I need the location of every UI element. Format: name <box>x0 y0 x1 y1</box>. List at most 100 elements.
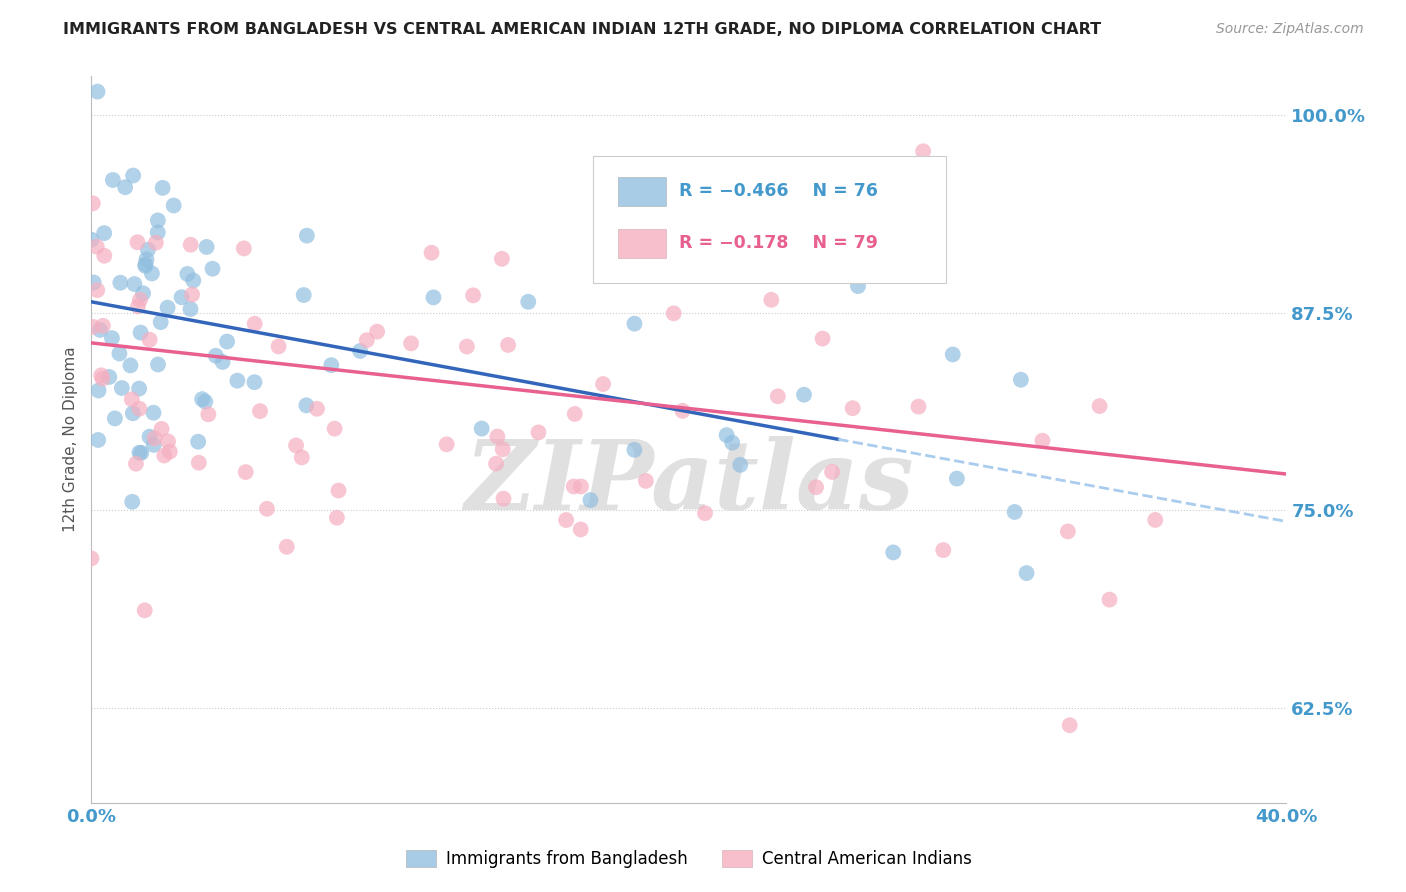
Point <box>456 339 478 353</box>
Point <box>136 243 159 257</box>
Point <box>101 331 124 345</box>
Point <box>143 431 166 445</box>
Point <box>249 404 271 418</box>
Point <box>1098 592 1121 607</box>
Point <box>121 406 143 420</box>
Point <box>846 279 869 293</box>
Point <box>110 276 132 290</box>
Point <box>82 196 104 211</box>
Point <box>159 444 181 458</box>
Point <box>292 288 315 302</box>
Point <box>146 226 169 240</box>
Text: Source: ZipAtlas.com: Source: ZipAtlas.com <box>1216 22 1364 37</box>
Point <box>946 472 969 486</box>
Point <box>101 173 124 187</box>
Point <box>527 425 550 440</box>
Point <box>187 434 209 449</box>
FancyBboxPatch shape <box>593 156 946 283</box>
Point <box>111 381 134 395</box>
Point <box>321 358 343 372</box>
Point <box>191 392 214 406</box>
Point <box>104 411 127 425</box>
Point <box>305 401 328 416</box>
Point <box>592 377 614 392</box>
Point <box>135 252 157 267</box>
Point <box>267 339 290 353</box>
Point <box>146 358 169 372</box>
Point <box>204 349 226 363</box>
Y-axis label: 12th Grade, No Diploma: 12th Grade, No Diploma <box>62 346 77 533</box>
FancyBboxPatch shape <box>619 177 666 206</box>
Point <box>461 288 484 302</box>
Point <box>291 450 314 465</box>
Point <box>662 306 685 320</box>
Point <box>232 241 254 255</box>
Point <box>693 506 716 520</box>
Point <box>153 449 176 463</box>
Point <box>181 273 204 287</box>
Point <box>87 384 110 398</box>
Point <box>125 457 148 471</box>
Point <box>129 446 152 460</box>
Point <box>1004 505 1026 519</box>
Text: ZIPatlas: ZIPatlas <box>464 436 914 530</box>
Point <box>471 421 494 435</box>
Point <box>285 438 308 452</box>
Point <box>80 233 103 247</box>
Point <box>128 445 150 459</box>
Point <box>436 437 458 451</box>
Point <box>138 333 160 347</box>
Point <box>157 434 180 449</box>
Point <box>492 442 515 457</box>
Text: R = −0.178    N = 79: R = −0.178 N = 79 <box>679 234 879 252</box>
Point <box>399 336 422 351</box>
Point <box>766 389 789 403</box>
Point <box>129 326 152 340</box>
Point <box>1057 524 1080 539</box>
Point <box>821 465 844 479</box>
Point <box>98 370 121 384</box>
Point <box>420 245 443 260</box>
Point <box>882 545 904 559</box>
Point <box>912 145 935 159</box>
Point <box>243 317 266 331</box>
Point <box>1059 718 1081 732</box>
Point <box>804 480 827 494</box>
Point <box>146 213 169 227</box>
Point <box>128 382 150 396</box>
Point <box>517 294 540 309</box>
Point <box>671 404 693 418</box>
Point <box>328 483 350 498</box>
Point <box>841 401 863 416</box>
Point <box>323 422 346 436</box>
Point <box>179 301 201 316</box>
Point <box>492 491 515 506</box>
Point <box>187 456 209 470</box>
Point <box>201 261 224 276</box>
Point <box>163 198 186 212</box>
Point <box>485 457 508 471</box>
Point <box>197 408 219 422</box>
Point <box>86 85 108 99</box>
Point <box>80 551 103 566</box>
Point <box>108 346 131 360</box>
Point <box>176 267 198 281</box>
Point <box>82 319 104 334</box>
Point <box>124 277 146 291</box>
Point <box>93 249 115 263</box>
Legend: Immigrants from Bangladesh, Central American Indians: Immigrants from Bangladesh, Central Amer… <box>399 843 979 874</box>
Text: IMMIGRANTS FROM BANGLADESH VS CENTRAL AMERICAN INDIAN 12TH GRADE, NO DIPLOMA COR: IMMIGRANTS FROM BANGLADESH VS CENTRAL AM… <box>63 22 1101 37</box>
Point <box>141 267 163 281</box>
Point <box>422 290 444 304</box>
Point <box>114 180 136 194</box>
Point <box>579 493 602 508</box>
Point <box>1144 513 1167 527</box>
Point <box>194 394 217 409</box>
Point <box>86 239 108 253</box>
Point <box>127 299 149 313</box>
Point <box>562 479 585 493</box>
Point <box>132 286 155 301</box>
Point <box>1015 566 1038 580</box>
Point <box>87 433 110 447</box>
Point <box>243 375 266 389</box>
